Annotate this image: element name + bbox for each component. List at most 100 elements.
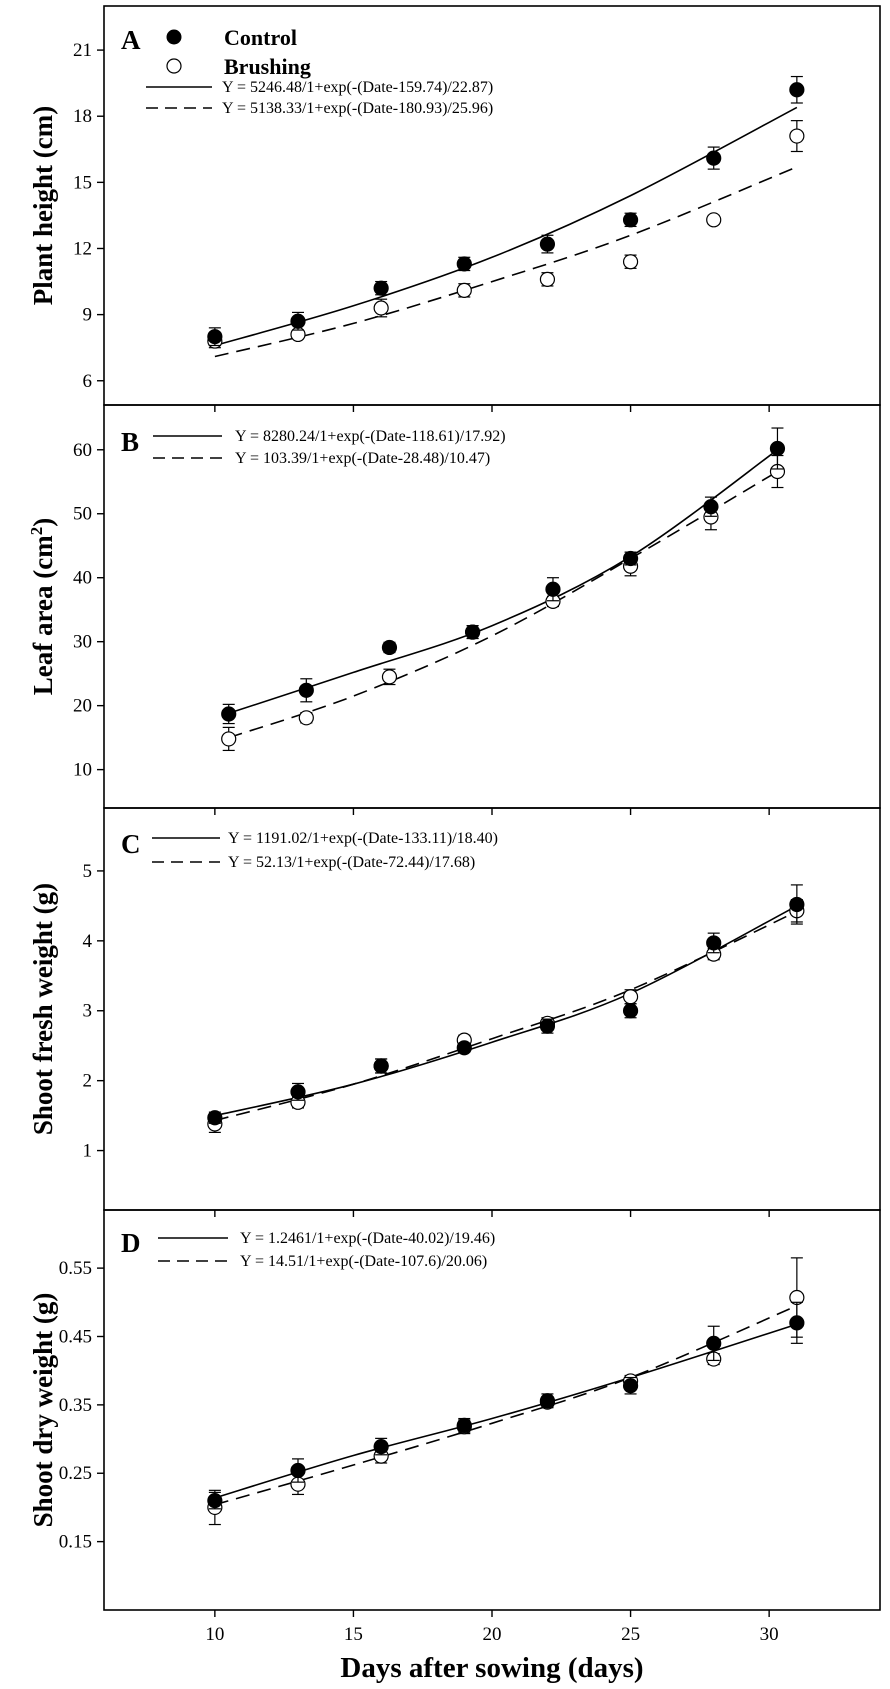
data-point-control [539,236,556,252]
fit-equation-brushing: Y = 52.13/1+exp(-(Date-72.44)/17.68) [228,854,475,871]
data-point-control [789,896,805,913]
y-tick-label: 15 [73,172,92,193]
y-axis-label: Leaf area (cm2) [27,518,58,695]
panel-a: 6 9 12 15 18 21 Plant height (cm) A Control Brush… [28,5,881,412]
y-tick-label: 0.55 [59,1258,92,1279]
data-point-control [290,1462,306,1479]
data-point-control [789,82,805,98]
data-point-control [769,440,786,457]
y-axis-label-text: Shoot fresh weight (g) [28,883,58,1135]
data-point-brushing [221,731,237,747]
panel-d: 0.15 0.25 0.35 0.45 0.55 10 15 20 25 30 Shoot dry … [28,1209,881,1645]
data-point-brushing [622,254,639,270]
data-point-control [706,150,722,166]
x-tick-label: 25 [621,1624,640,1645]
y-axis-label-superscript: 2 [27,527,46,536]
data-point-control [456,1040,472,1056]
data-point-brushing [381,669,398,685]
fit-equation-brushing: Y = 103.39/1+exp(-(Date-28.48)/10.47) [235,450,490,467]
y-tick-label: 18 [73,106,92,127]
x-tick-label: 20 [483,1624,502,1645]
data-point-control [373,280,389,296]
y-axis-label: Plant height (cm) [28,106,58,305]
legend-marker-brushing [166,58,182,74]
data-point-control [298,682,314,698]
y-tick-label: 40 [73,568,92,589]
fit-equation-control: Y = 5246.48/1+exp(-(Date-159.74)/22.87) [222,79,493,96]
fit-equation-control: Y = 1.2461/1+exp(-(Date-40.02)/19.46) [240,1230,495,1247]
data-point-brushing [456,282,472,298]
data-point-control [290,1084,306,1100]
fit-curve-control [214,106,798,347]
y-axis-label-tail: ) [28,518,58,527]
panel-letter: B [121,427,139,457]
data-point-brushing [298,710,314,726]
y-tick-label: 1 [83,1141,93,1162]
data-point-control [207,1110,223,1126]
legend-label-control: Control [224,25,297,50]
y-tick-label: 3 [83,1001,93,1022]
y-tick-label: 2 [83,1071,93,1092]
data-point-control [539,1018,556,1034]
fit-equation-brushing: Y = 14.51/1+exp(-(Date-107.6)/20.06) [240,1253,487,1270]
fit-curve-brushing [214,166,798,358]
y-axis-label: Shoot fresh weight (g) [28,883,58,1135]
data-point-brushing [706,212,722,228]
y-tick-label: 0.15 [59,1532,92,1553]
data-point-control [706,1335,722,1351]
data-point-brushing [539,271,556,287]
data-point-control [545,581,561,597]
data-point-control [622,1378,639,1394]
data-point-control [381,639,398,656]
data-point-control [207,1492,223,1509]
y-tick-label: 20 [73,696,92,717]
y-tick-label: 9 [83,305,93,326]
y-axis-label: Shoot dry weight (g) [28,1293,58,1528]
fit-curve-brushing [214,910,798,1122]
fit-equation-control: Y = 1191.02/1+exp(-(Date-133.11)/18.40) [228,830,498,847]
y-tick-label: 0.25 [59,1463,92,1484]
y-tick-label: 60 [73,440,92,461]
y-tick-label: 0.35 [59,1395,92,1416]
x-axis-label: Days after sowing (days) [340,1652,643,1684]
legend-label-brushing: Brushing [224,54,311,79]
fit-equation-control: Y = 8280.24/1+exp(-(Date-118.61)/17.92) [235,428,506,445]
data-point-control [290,313,306,329]
panel-letter: C [121,829,141,859]
data-point-control [456,256,472,272]
y-tick-label: 21 [73,40,92,61]
data-point-control [706,935,722,951]
data-point-control [465,624,481,640]
y-tick-label: 5 [83,861,93,882]
data-point-control [789,1315,805,1331]
panel-letter: A [121,25,141,55]
data-point-control [622,1003,639,1019]
data-point-brushing [373,300,389,316]
y-tick-label: 10 [73,760,92,781]
y-axis-label-text: Leaf area (cm [28,535,58,695]
fit-equation-brushing: Y = 5138.33/1+exp(-(Date-180.93)/25.96) [222,100,493,117]
data-point-control [207,329,223,345]
y-axis-label-text: Shoot dry weight (g) [28,1293,58,1528]
panel-b: 10 20 30 40 50 60 Leaf area (cm2) B Y = 8280.24/… [27,404,881,815]
panel-letter: D [121,1228,141,1258]
data-point-brushing [789,128,805,144]
y-tick-label: 6 [83,371,93,392]
fit-curve-brushing [214,1304,798,1506]
x-tick-label: 30 [760,1624,779,1645]
legend-marker-control [166,29,182,45]
data-point-control [373,1058,389,1074]
data-point-control [373,1438,389,1455]
data-point-control [221,706,237,722]
x-tick-label: 10 [205,1624,224,1645]
y-tick-label: 12 [73,238,92,259]
data-point-brushing [622,989,639,1005]
fit-curve-control [228,449,778,715]
y-axis-label-text: Plant height (cm) [28,106,58,305]
y-tick-label: 0.45 [59,1326,92,1347]
data-point-control [622,212,639,228]
data-point-control [456,1417,472,1433]
